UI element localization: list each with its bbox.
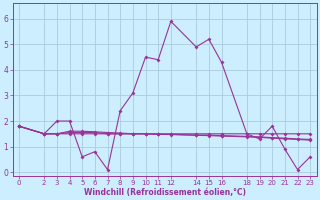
X-axis label: Windchill (Refroidissement éolien,°C): Windchill (Refroidissement éolien,°C) (84, 188, 245, 197)
